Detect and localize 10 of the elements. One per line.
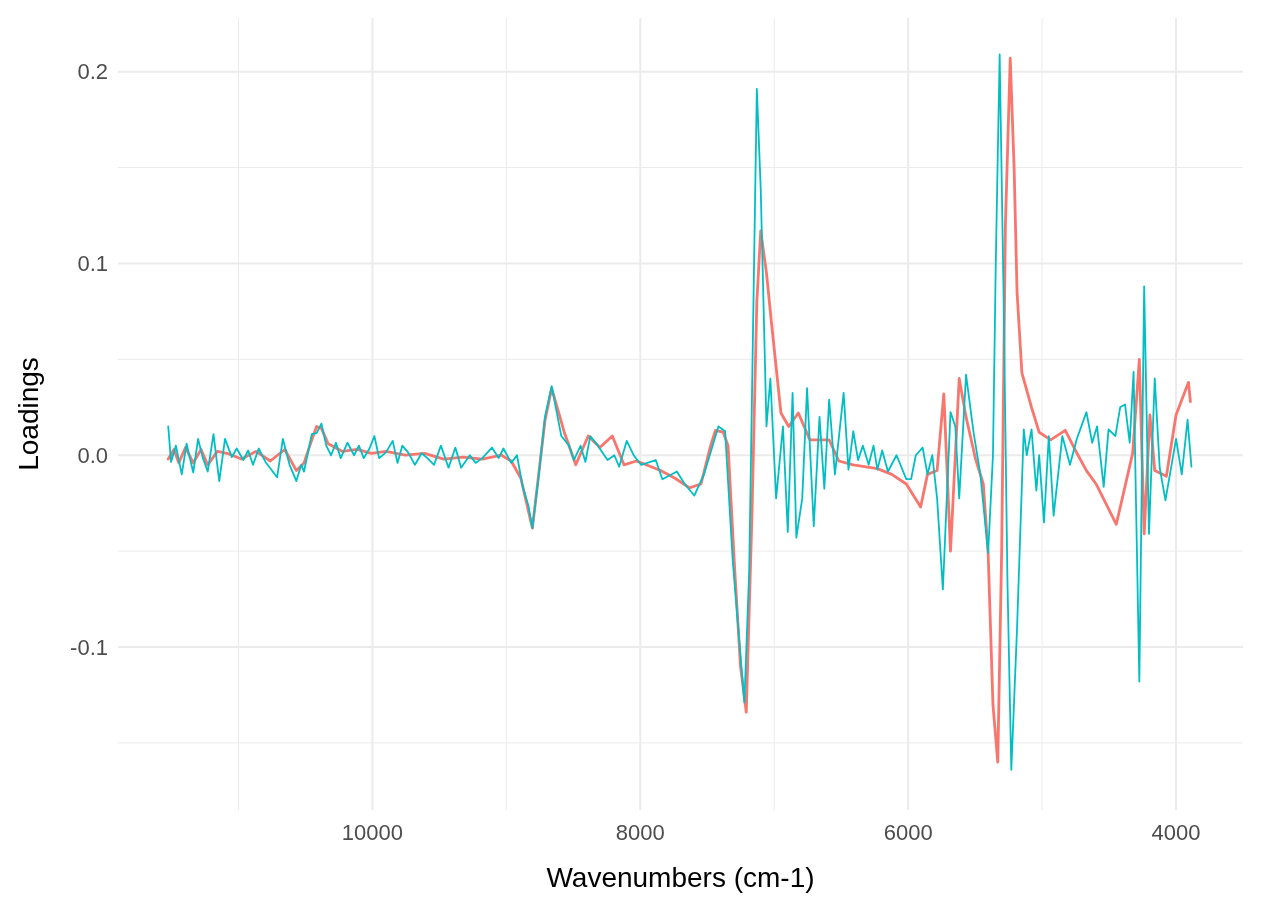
- x-tick-label: 8000: [615, 820, 665, 845]
- y-tick-label: 0.1: [77, 251, 108, 277]
- x-tick-label: 6000: [883, 820, 933, 845]
- y-tick-label: -0.1: [70, 634, 108, 660]
- x-axis-title: Wavenumbers (cm-1): [546, 862, 815, 893]
- x-tick-label: 10000: [341, 820, 404, 845]
- y-axis-title: Loadings: [13, 357, 44, 471]
- y-tick-label: 0.2: [77, 59, 108, 85]
- x-tick-label: 4000: [1151, 820, 1201, 845]
- y-tick-label: 0.0: [77, 442, 108, 468]
